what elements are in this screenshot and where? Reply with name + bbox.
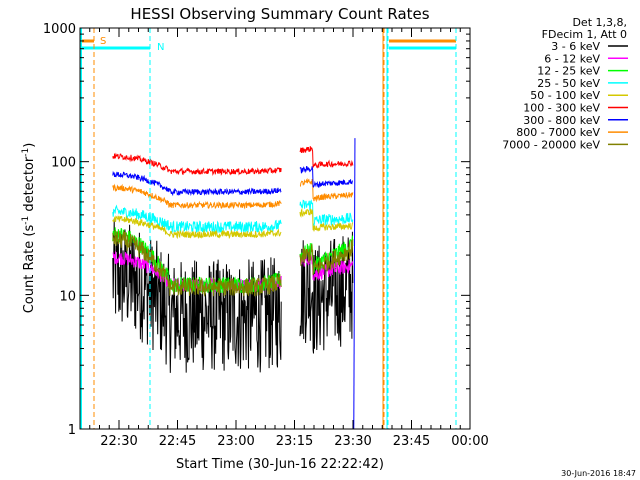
legend-entry-label: 800 - 7000 keV: [516, 126, 600, 139]
legend-entry-label: 7000 - 20000 keV: [502, 138, 600, 151]
x-tick-label: 22:30: [100, 434, 137, 449]
y-axis-label-part1: Count Rate (s: [22, 225, 37, 314]
y-axis-label-sup1: -1: [21, 216, 31, 225]
legend-entry-label: 300 - 800 keV: [523, 114, 600, 127]
plot-area: [112, 138, 356, 429]
x-tick-label: 00:00: [451, 434, 488, 449]
legend-entry-label: 12 - 25 keV: [537, 65, 600, 78]
series-line-300to800keV: [112, 166, 353, 197]
night-flag-label: N: [157, 42, 164, 53]
legend-entry-label: 3 - 6 keV: [551, 40, 600, 53]
series-line-50to100keV: [112, 207, 354, 240]
x-tick-label: 23:30: [334, 434, 371, 449]
series-line-25to50keV: [112, 199, 354, 234]
x-tick-label: 22:45: [159, 434, 196, 449]
y-axis-label: Count Rate (s-1 detector-1): [21, 143, 37, 314]
series-line-800to7000keV: [112, 177, 354, 210]
x-tick-label: 23:15: [276, 434, 313, 449]
legend-header-line: Det 1,3,8,: [572, 16, 627, 29]
legend-entry-label: 100 - 300 keV: [523, 102, 600, 115]
legend-header-line: FDecim 1, Att 0: [542, 28, 627, 41]
legend-entry-label: 25 - 50 keV: [537, 77, 600, 90]
footer-date: 30-Jun-2016 18:47: [561, 469, 636, 478]
axes: 1 10 100 1000 22:30 22:45 23:00 23:15 23:30 23:45…: [43, 22, 489, 449]
observing-markers: SN: [80, 28, 457, 429]
y-axis-label-part2: detector: [22, 156, 37, 216]
y-tick-label: 100: [51, 156, 76, 171]
legend-entry-label: 50 - 100 keV: [530, 89, 600, 102]
saa-flag-label: S: [100, 36, 106, 47]
series-line-100to300keV: [112, 146, 354, 176]
y-axis-label-part3: ): [22, 143, 37, 148]
y-tick-label: 1000: [43, 22, 76, 37]
series-line-7000to20000keV: [112, 230, 354, 298]
legend-entry-label: 6 - 12 keV: [544, 52, 600, 65]
y-axis-label-sup2: -1: [21, 148, 31, 157]
chart-title: HESSI Observing Summary Count Rates: [130, 5, 429, 23]
x-tick-label: 23:45: [393, 434, 430, 449]
x-tick-label: 23:00: [217, 434, 254, 449]
series-line-3to6keV: [112, 218, 354, 373]
y-tick-label: 1: [68, 423, 76, 438]
series-rise-line: [353, 138, 356, 429]
y-tick-label: 10: [59, 289, 76, 304]
x-axis-label: Start Time (30-Jun-16 22:22:42): [176, 457, 384, 472]
